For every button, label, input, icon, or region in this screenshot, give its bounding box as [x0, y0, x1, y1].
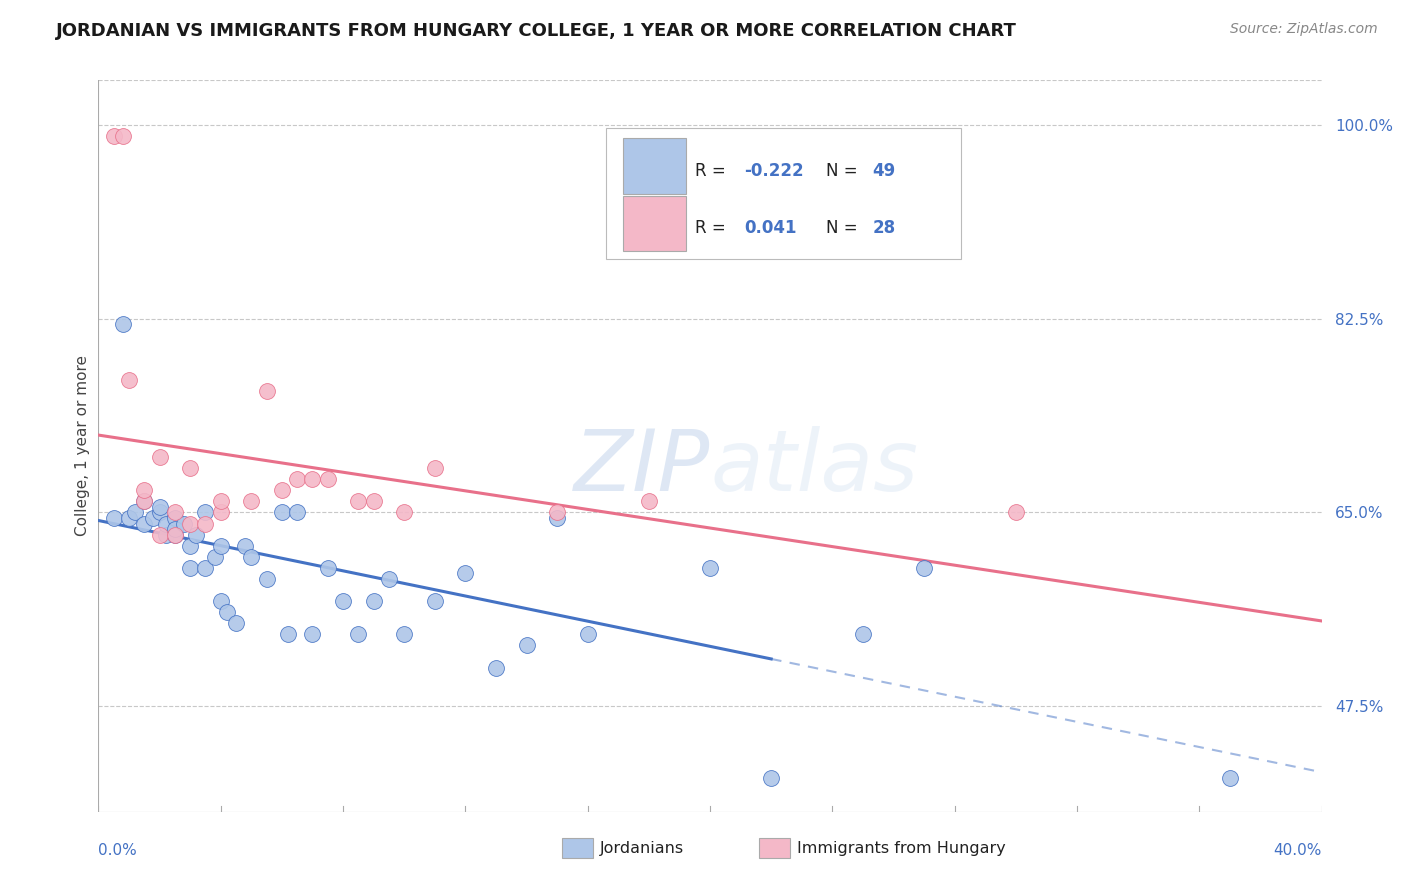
Point [637, 494, 661, 508]
Point [103, 128, 125, 143]
Point [363, 494, 385, 508]
Point [576, 627, 599, 641]
Text: 40.0%: 40.0% [1274, 843, 1322, 858]
Point [270, 506, 292, 520]
Point [699, 561, 721, 575]
Point [134, 516, 156, 531]
Point [285, 472, 308, 486]
Text: Jordanians: Jordanians [600, 841, 685, 855]
Text: 28: 28 [873, 219, 896, 237]
Point [454, 566, 477, 581]
Point [179, 516, 201, 531]
Point [392, 627, 416, 641]
FancyBboxPatch shape [606, 128, 960, 260]
Text: N =: N = [827, 219, 863, 237]
Text: JORDANIAN VS IMMIGRANTS FROM HUNGARY COLLEGE, 1 YEAR OR MORE CORRELATION CHART: JORDANIAN VS IMMIGRANTS FROM HUNGARY COL… [56, 22, 1017, 40]
Point [316, 472, 339, 486]
Point [163, 511, 186, 525]
Text: Immigrants from Hungary: Immigrants from Hungary [797, 841, 1005, 855]
Point [163, 506, 186, 520]
Point [301, 472, 323, 486]
Point [173, 516, 195, 531]
Point [209, 539, 232, 553]
Point [118, 372, 141, 386]
Point [316, 561, 339, 575]
Point [363, 594, 385, 608]
Point [423, 461, 446, 475]
Point [209, 506, 232, 520]
Point [912, 561, 935, 575]
Point [103, 511, 125, 525]
Point [347, 627, 370, 641]
Point [215, 605, 238, 619]
Text: R =: R = [696, 162, 731, 180]
Point [134, 494, 156, 508]
Point [194, 516, 217, 531]
Point [194, 561, 217, 575]
Point [256, 572, 278, 586]
Point [155, 516, 177, 531]
Point [179, 539, 201, 553]
Point [204, 549, 226, 564]
Point [1004, 506, 1026, 520]
Point [378, 572, 401, 586]
Point [546, 506, 568, 520]
Point [155, 527, 177, 541]
Point [347, 494, 370, 508]
Text: 49: 49 [873, 162, 896, 180]
Point [240, 549, 263, 564]
Point [546, 511, 568, 525]
Point [124, 506, 146, 520]
Text: Source: ZipAtlas.com: Source: ZipAtlas.com [1230, 22, 1378, 37]
Point [163, 527, 186, 541]
Point [301, 627, 323, 641]
Point [163, 522, 186, 536]
FancyBboxPatch shape [623, 138, 686, 194]
Text: 0.041: 0.041 [744, 219, 797, 237]
Point [225, 616, 247, 631]
Point [111, 317, 134, 331]
Point [134, 494, 156, 508]
Point [163, 527, 186, 541]
Point [209, 594, 232, 608]
Point [149, 500, 172, 514]
Point [423, 594, 446, 608]
Point [149, 450, 172, 464]
Text: R =: R = [696, 219, 731, 237]
Text: 0.0%: 0.0% [98, 843, 138, 858]
Point [516, 639, 538, 653]
Point [233, 539, 256, 553]
Point [759, 772, 782, 786]
Point [194, 506, 217, 520]
Point [118, 511, 141, 525]
Point [134, 483, 156, 498]
Text: -0.222: -0.222 [744, 162, 804, 180]
Point [179, 561, 201, 575]
FancyBboxPatch shape [623, 195, 686, 252]
Point [1219, 772, 1241, 786]
Point [485, 660, 508, 674]
Text: atlas: atlas [710, 426, 918, 509]
Point [142, 511, 165, 525]
Point [277, 627, 299, 641]
Point [149, 506, 172, 520]
Point [285, 506, 308, 520]
Text: N =: N = [827, 162, 863, 180]
Point [270, 483, 292, 498]
Point [392, 506, 416, 520]
Point [240, 494, 263, 508]
Point [209, 494, 232, 508]
Text: ZIP: ZIP [574, 426, 710, 509]
Point [111, 128, 134, 143]
Point [852, 627, 875, 641]
Point [149, 527, 172, 541]
Point [179, 461, 201, 475]
Point [332, 594, 354, 608]
Y-axis label: College, 1 year or more: College, 1 year or more [75, 356, 90, 536]
Point [186, 527, 208, 541]
Point [256, 384, 278, 398]
